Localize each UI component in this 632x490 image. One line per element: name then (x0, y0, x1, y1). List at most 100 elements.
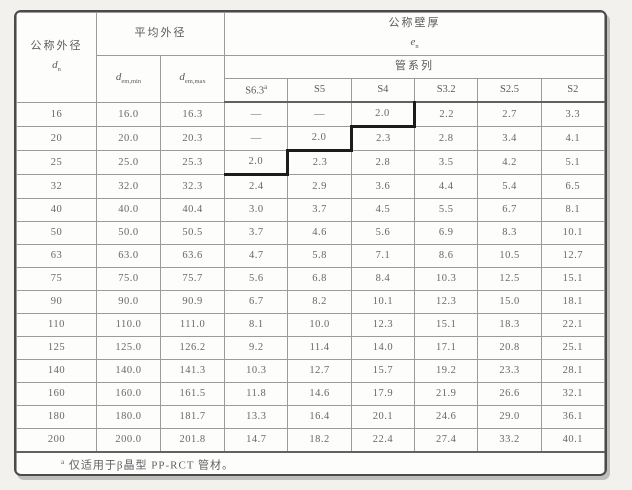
cell-s2-5: 4.2 (477, 150, 542, 175)
cell-s5: 18.2 (287, 428, 352, 453)
cell-s2: 15.1 (540, 267, 605, 291)
cell-s3-2: 8.6 (414, 244, 479, 268)
cell-s4: 22.4 (350, 428, 416, 453)
cell-s2: 8.1 (540, 198, 605, 222)
cell-s2: 32.1 (540, 382, 605, 406)
cell-s6-3: — (224, 101, 289, 127)
footnote: a 仅适用于β晶型 PP-RCT 管材。 (16, 451, 605, 474)
table-row-dn-40: 40 40.0 40.4 3.0 3.7 4.5 5.5 6.7 8.1 (16, 198, 605, 222)
table-row-dn-50: 50 50.0 50.5 3.7 4.6 5.6 6.9 8.3 10.1 (16, 221, 605, 245)
cell-s2-5: 5.4 (477, 174, 542, 199)
cell-s5: 12.7 (287, 359, 352, 383)
cell-s3-2: 3.5 (414, 150, 479, 175)
cell-s2: 4.1 (540, 126, 605, 151)
cell-s3-2: 6.9 (414, 221, 479, 245)
wall-thickness-title: 公称壁厚 (388, 17, 441, 30)
header-series-s3-2: S3.2 (414, 78, 479, 103)
cell-s6-3: 6.7 (224, 290, 289, 314)
cell-dem-min: 25.0 (95, 150, 162, 175)
cell-s6-3: 2.4 (224, 174, 289, 199)
cell-s2-5: 12.5 (477, 267, 542, 291)
cell-s2-5: 3.4 (477, 126, 542, 151)
cell-s2: 18.1 (540, 290, 605, 314)
header-series-s6-3: S6.3a (224, 78, 289, 103)
cell-s3-2: 2.2 (414, 101, 479, 127)
cell-dem-min: 110.0 (95, 313, 162, 337)
cell-dn: 32 (16, 174, 97, 199)
cell-dem-max: 90.9 (160, 290, 226, 314)
cell-s5: 2.3 (286, 150, 352, 175)
cell-dem-max: 40.4 (160, 198, 226, 222)
table-row-dn-32: 32 32.0 32.3 2.4 2.9 3.6 4.4 5.4 6.5 (16, 174, 605, 199)
cell-dn: 180 (16, 405, 97, 429)
table-row-dn-125: 125 125.0 126.2 9.2 11.4 14.0 17.1 20.8 25.1 (16, 336, 605, 360)
table-row-dn-140: 140 140.0 141.3 10.3 12.7 15.7 19.2 23.3 28.1 (16, 359, 605, 383)
cell-dem-min: 90.0 (95, 290, 162, 314)
cell-s5: 5.8 (287, 244, 352, 268)
cell-dn: 40 (16, 198, 97, 222)
cell-s2-5: 26.6 (477, 382, 542, 406)
cell-s4: 4.5 (350, 198, 416, 222)
cell-s2: 10.1 (540, 221, 605, 245)
cell-s4: 8.4 (350, 267, 416, 291)
nominal-od-title: 公称外径 (30, 40, 83, 53)
table-row-dn-200: 200 200.0 201.8 14.7 18.2 22.4 27.4 33.2 40.1 (16, 428, 605, 453)
pipe-dimension-table: 公称外径 dn 平均外径 公称壁厚 en dem,min dem,max 管系列… (16, 12, 605, 474)
cell-s2-5: 8.3 (477, 221, 542, 245)
cell-s5: 2.9 (287, 174, 352, 199)
mean-od-title: 平均外径 (134, 27, 187, 40)
cell-dem-min: 32.0 (95, 174, 162, 199)
cell-dem-max: 32.3 (160, 174, 226, 199)
cell-s2: 28.1 (540, 359, 605, 383)
cell-dem-max: 50.5 (160, 221, 226, 245)
cell-s4: 12.3 (350, 313, 416, 337)
table-row-dn-20: 20 20.0 20.3—2.0 2.3 2.8 3.4 4.1 (16, 126, 605, 152)
cell-dem-max: 75.7 (160, 267, 226, 291)
header-pipe-series: 管系列 (224, 55, 605, 79)
cell-s5: 10.0 (287, 313, 352, 337)
cell-dem-max: 141.3 (160, 359, 226, 383)
cell-s6-3: 14.7 (224, 428, 289, 453)
cell-s3-2: 24.6 (414, 405, 479, 429)
cell-s6-3: 5.6 (224, 267, 289, 291)
cell-dem-max: 181.7 (160, 405, 226, 429)
cell-s2-5: 33.2 (477, 428, 542, 453)
cell-dem-min: 180.0 (95, 405, 162, 429)
cell-s3-2: 19.2 (414, 359, 479, 383)
cell-s4: 3.6 (350, 174, 416, 199)
cell-s4: 7.1 (350, 244, 416, 268)
cell-dn: 140 (16, 359, 97, 383)
cell-dem-max: 16.3 (160, 101, 226, 127)
header-series-s2: S2 (540, 78, 605, 103)
cell-dn: 90 (16, 290, 97, 314)
cell-s5: 4.6 (287, 221, 352, 245)
cell-s3-2: 4.4 (414, 174, 479, 199)
cell-s2: 22.1 (540, 313, 605, 337)
cell-s2: 40.1 (540, 428, 605, 453)
footnote-marker: a (61, 458, 66, 467)
cell-dem-min: 125.0 (95, 336, 162, 360)
cell-dem-min: 75.0 (95, 267, 162, 291)
cell-s6-3: 11.8 (224, 382, 289, 406)
cell-dem-min: 20.0 (95, 126, 162, 151)
cell-dem-min: 16.0 (95, 101, 162, 127)
cell-dem-max: 126.2 (160, 336, 226, 360)
cell-dn: 16 (16, 101, 97, 127)
cell-dem-max: 201.8 (160, 428, 226, 453)
header-dem-min: dem,min (95, 55, 162, 103)
pipe-series-title: 管系列 (395, 60, 435, 73)
cell-s2-5: 10.5 (477, 244, 542, 268)
table-row-dn-90: 90 90.0 90.9 6.7 8.2 10.1 12.3 15.0 18.1 (16, 290, 605, 314)
table-row-dn-160: 160 160.0 161.5 11.8 14.6 17.9 21.9 26.6 32.1 (16, 382, 605, 406)
cell-s3-2: 21.9 (414, 382, 479, 406)
cell-s2-5: 2.7 (477, 101, 542, 127)
table-row-dn-180: 180 180.0 181.7 13.3 16.4 20.1 24.6 29.0 36.1 (16, 405, 605, 429)
table-row-dn-75: 75 75.0 75.7 5.6 6.8 8.4 10.3 12.5 15.1 (16, 267, 605, 291)
cell-dn: 63 (16, 244, 97, 268)
cell-s5: 3.7 (287, 198, 352, 222)
cell-s4: 2.8 (350, 150, 416, 175)
nominal-od-symbol: dn (52, 59, 61, 74)
table-row-dn-25: 25 25.0 25.3 2.0 2.3 2.8 3.5 4.2 5.1 (16, 150, 605, 176)
header-dem-max: dem,max (160, 55, 226, 103)
cell-s3-2: 12.3 (414, 290, 479, 314)
